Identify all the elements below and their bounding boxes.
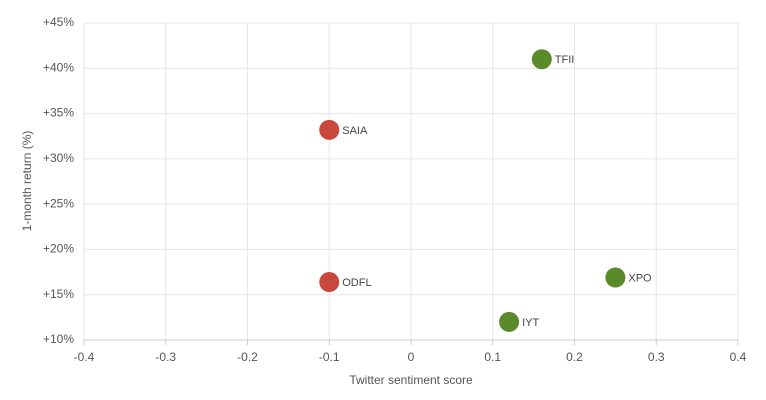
x-tick-label: 0.3: [648, 350, 665, 364]
point: [319, 272, 340, 293]
point: [531, 49, 552, 70]
y-tick-label: +25%: [43, 196, 74, 210]
point-label: XPO: [628, 272, 652, 284]
point: [319, 119, 340, 140]
y-tick-label: +45%: [43, 15, 74, 29]
x-tick-label: 0.4: [730, 350, 747, 364]
x-tick-label: -0.3: [155, 350, 176, 364]
x-tick-label: 0: [408, 350, 415, 364]
y-tick-label: +35%: [43, 106, 74, 120]
y-tick-label: +10%: [43, 332, 74, 346]
point-label: IYT: [522, 317, 539, 329]
point-label: ODFL: [342, 277, 371, 289]
x-tick-label: -0.2: [237, 350, 258, 364]
x-tick-label: 0.2: [566, 350, 583, 364]
point: [605, 267, 626, 288]
y-axis-label: 1-month return (%): [20, 131, 34, 232]
y-tick-label: +15%: [43, 287, 74, 301]
x-tick-label: -0.1: [319, 350, 340, 364]
point: [499, 311, 520, 332]
y-tick-label: +20%: [43, 242, 74, 256]
y-tick-label: +30%: [43, 151, 74, 165]
y-tick-label: +40%: [43, 60, 74, 74]
x-tick-label: -0.4: [74, 350, 95, 364]
point-label: TFII: [555, 54, 575, 66]
point-label: SAIA: [342, 125, 368, 137]
x-axis-label: Twitter sentiment score: [349, 373, 473, 387]
x-tick-label: 0.1: [484, 350, 501, 364]
